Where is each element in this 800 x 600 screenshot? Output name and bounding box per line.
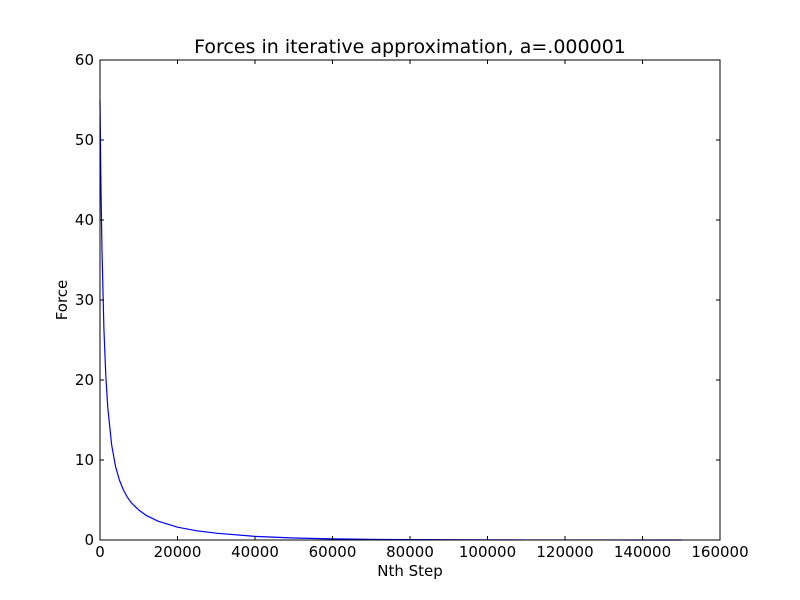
y-tick-label: 0 <box>84 531 94 549</box>
x-tick-labels: 0 20000 40000 60000 80000 100000 120000 140000 1… <box>95 543 748 561</box>
chart-title: Forces in iterative approximation, a=.00… <box>194 36 626 58</box>
y-tick-label: 50 <box>75 131 94 149</box>
x-tick-label: 160000 <box>691 543 748 561</box>
x-tick-label: 80000 <box>386 543 434 561</box>
x-tick-label: 100000 <box>459 543 516 561</box>
y-tick-label: 10 <box>75 451 94 469</box>
x-tick-label: 20000 <box>154 543 202 561</box>
plot-frame <box>99 59 721 541</box>
y-tick-label: 40 <box>75 211 94 229</box>
plot-background <box>100 60 720 540</box>
plot-area <box>99 59 721 541</box>
x-tick-label: 0 <box>95 543 105 561</box>
y-tick-label: 20 <box>75 371 94 389</box>
y-tick-labels: 0 10 20 30 40 50 60 <box>75 51 94 549</box>
x-axis-label: Nth Step <box>377 562 443 580</box>
y-tick-label: 60 <box>75 51 94 69</box>
x-tick-label: 40000 <box>231 543 279 561</box>
x-tick-label: 120000 <box>536 543 593 561</box>
x-tick-label: 60000 <box>309 543 357 561</box>
y-tick-label: 30 <box>75 291 94 309</box>
x-tick-label: 140000 <box>614 543 671 561</box>
y-axis-label: Force <box>53 280 71 321</box>
